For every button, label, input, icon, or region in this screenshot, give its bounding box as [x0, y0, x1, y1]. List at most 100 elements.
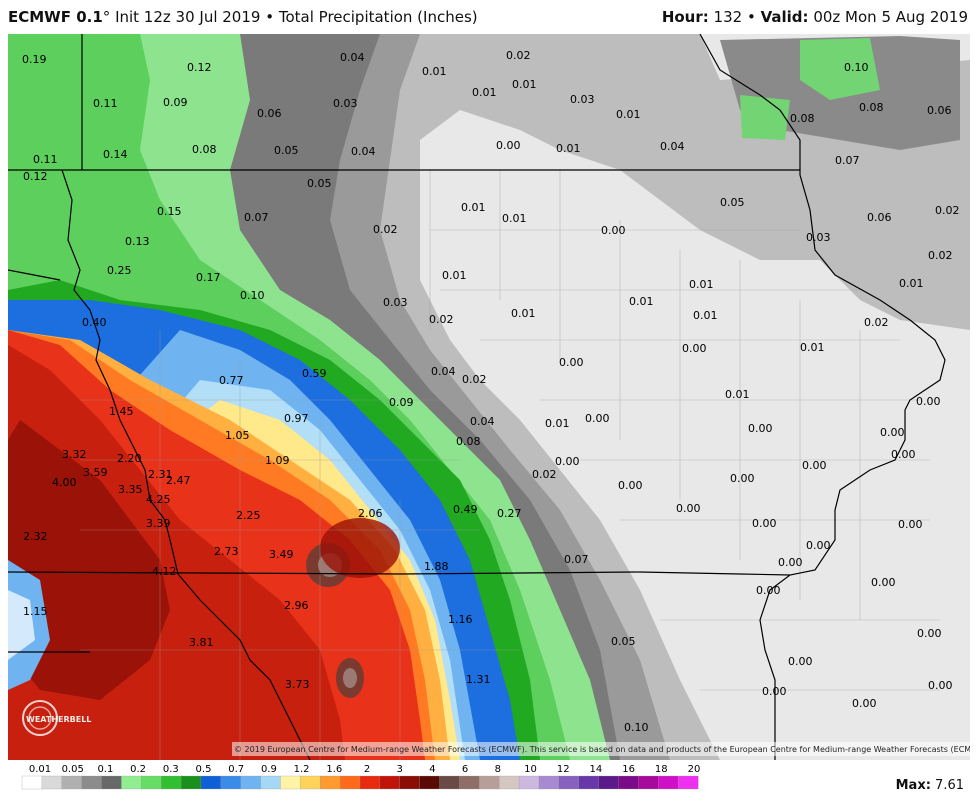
init-time: Init 12z 30 Jul 2019 [115, 8, 261, 26]
precip-value-label: 0.11 [33, 153, 58, 166]
legend-swatch [101, 775, 122, 790]
precip-value-label: 0.01 [556, 142, 581, 155]
legend-swatch [479, 775, 500, 790]
precip-value-label: 0.00 [916, 395, 941, 408]
precip-value-label: 0.00 [730, 472, 755, 485]
max-value: 7.61 [935, 778, 964, 793]
max-label: Max: [895, 778, 931, 793]
precip-value-label: 0.04 [660, 140, 685, 153]
credit-background [232, 742, 970, 756]
precip-value-label: 0.01 [461, 201, 486, 214]
precip-value-label: 0.04 [351, 145, 376, 158]
value-labels: 0.19 0.12 0.04 0.01 0.02 0.10 0.11 0.09 0.06 0.03… [22, 49, 960, 734]
precipitation-shading [8, 34, 970, 760]
precip-value-label: 0.27 [497, 507, 522, 520]
precip-value-label: 0.00 [891, 448, 916, 461]
precip-value-label: 1.16 [448, 613, 473, 626]
legend-tick-label: 1.2 [294, 764, 310, 775]
precip-value-label: 0.00 [682, 342, 707, 355]
legend-tick-label: 0.5 [196, 764, 212, 775]
legend-swatch [399, 775, 421, 790]
precip-value-label: 0.00 [880, 426, 905, 439]
precip-value-label: 0.00 [748, 422, 773, 435]
hour-label: Hour: [661, 8, 709, 26]
precip-value-label: 0.05 [720, 196, 745, 209]
logo-text: WEATHERBELL [26, 715, 91, 724]
legend-tick-label: 20 [688, 764, 701, 775]
degree-mark: ° [102, 8, 111, 26]
legend-tick-label: 18 [655, 764, 668, 775]
valid-label: Valid: [760, 8, 809, 26]
precip-value-label: 0.02 [373, 223, 398, 236]
precip-value-label: 0.02 [429, 313, 454, 326]
precip-value-label: 0.10 [240, 289, 265, 302]
precip-value-label: 0.01 [689, 278, 714, 291]
legend-swatch [598, 775, 619, 790]
legend-tick-label: 14 [590, 764, 603, 775]
legend-swatch [240, 775, 262, 790]
legend-tick-label: 12 [557, 764, 570, 775]
legend-swatch [439, 775, 460, 790]
precip-value-label: 2.31 [148, 468, 173, 481]
precip-value-label: 2.20 [117, 452, 142, 465]
precip-value-label: 0.13 [125, 235, 150, 248]
precip-value-label: 0.08 [859, 101, 884, 114]
precip-value-label: 0.00 [806, 539, 831, 552]
precip-value-label: 3.73 [285, 678, 310, 691]
precip-value-label: 2.47 [166, 474, 191, 487]
precip-value-label: 0.40 [82, 316, 107, 329]
legend-swatch [320, 775, 341, 790]
legend-tick-label: 0.7 [228, 764, 244, 775]
precip-value-label: 0.02 [532, 468, 557, 481]
legend-swatch [200, 775, 222, 790]
precip-value-label: 0.07 [244, 211, 269, 224]
precip-value-label: 0.00 [585, 412, 610, 425]
legend-swatch [638, 775, 659, 790]
legend-tick-label: 0.9 [261, 764, 277, 775]
precip-value-label: 0.02 [462, 373, 487, 386]
precip-value-label: 0.25 [107, 264, 132, 277]
legend-tick-label: 16 [622, 764, 635, 775]
legend-swatch [21, 775, 43, 790]
precip-value-label: 0.00 [676, 502, 701, 515]
precip-value-label: 0.08 [192, 143, 217, 156]
precip-value-label: 0.03 [806, 231, 831, 244]
header-separator-2: • [746, 8, 756, 26]
precip-value-label: 1.15 [23, 605, 48, 618]
precip-value-label: 0.09 [163, 96, 188, 109]
precip-value-label: 0.17 [196, 271, 221, 284]
legend-tick-label: 6 [462, 764, 468, 775]
precip-value-label: 0.01 [442, 269, 467, 282]
precip-value-label: 2.25 [236, 509, 261, 522]
precip-value-label: 3.59 [83, 466, 108, 479]
precip-value-label: 0.00 [601, 224, 626, 237]
precip-value-label: 2.32 [23, 530, 48, 543]
precip-value-label: 0.00 [756, 584, 781, 597]
legend-swatch [339, 775, 361, 790]
legend-swatch [499, 775, 520, 790]
precip-value-label: 3.81 [189, 636, 214, 649]
legend-tick-label: 0.2 [130, 764, 146, 775]
precip-value-label: 0.05 [274, 144, 299, 157]
legend-swatch [61, 775, 83, 790]
precip-value-label: 1.05 [225, 429, 250, 442]
legend-swatch [677, 775, 699, 790]
precip-value-label: 0.00 [871, 576, 896, 589]
legend-tick-label: 10 [524, 764, 537, 775]
precip-value-label: 0.49 [453, 503, 478, 516]
max-value-display: Max: 7.61 [896, 778, 964, 793]
legend-swatch [220, 775, 242, 790]
legend-tick-label: 2 [364, 764, 370, 775]
precip-value-label: 0.00 [559, 356, 584, 369]
precip-value-label: 0.05 [611, 635, 636, 648]
legend-swatch [459, 775, 480, 790]
precip-value-label: 0.01 [725, 388, 750, 401]
precip-value-label: 4.12 [152, 565, 177, 578]
precip-value-label: 0.19 [22, 53, 47, 66]
legend: 0.01 0.05 0.1 0.2 0.3 0.5 0.7 0.9 1.2 1.6 2 3 4 6 8 10 1… [0, 760, 980, 805]
precip-value-label: 0.06 [257, 107, 282, 120]
legend-swatch [280, 775, 301, 790]
precip-value-label: 0.00 [928, 679, 953, 692]
product-name: Total Precipitation (Inches) [278, 8, 478, 26]
precip-value-label: 0.06 [867, 211, 892, 224]
